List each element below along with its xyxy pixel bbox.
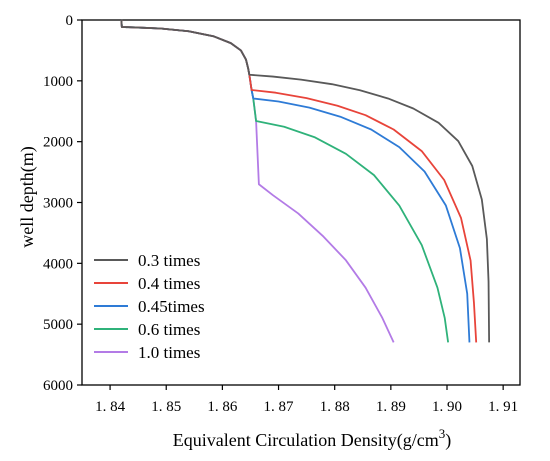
- series-line: [120, 19, 478, 343]
- x-axis-title: Equivalent Circulation Density(g/cm3): [173, 426, 451, 451]
- x-tick-label: 1. 89: [376, 399, 406, 415]
- y-tick-label: 3000: [43, 196, 73, 212]
- x-tick-label: 1. 85: [151, 399, 181, 415]
- y-tick-label: 6000: [43, 378, 73, 394]
- x-axis-ticks: 1. 84 1. 85 1. 86 1. 87 1. 88 1. 89 1. 90 1. 91: [95, 385, 518, 415]
- series-layer: [120, 19, 491, 343]
- x-tick-label: 1. 88: [320, 399, 350, 415]
- y-tick-label: 5000: [43, 317, 73, 333]
- y-axis-title: well depth(m): [17, 146, 38, 247]
- x-axis-title-sup: 3: [439, 426, 446, 441]
- x-tick-label: 1. 87: [264, 399, 295, 415]
- legend-label: 0.6 times: [138, 320, 200, 339]
- x-axis-title-close: ): [445, 430, 451, 451]
- legend-label: 0.45times: [138, 297, 205, 316]
- legend-label: 0.3 times: [138, 251, 200, 270]
- series-line: [120, 19, 395, 343]
- legend-label: 1.0 times: [138, 343, 200, 362]
- y-axis-ticks: 0 1000 2000 3000 4000 5000 6000: [43, 13, 82, 394]
- series-line: [120, 19, 491, 343]
- x-tick-label: 1. 90: [432, 399, 462, 415]
- y-tick-label: 2000: [43, 135, 73, 151]
- x-tick-label: 1. 86: [207, 399, 238, 415]
- series-line: [120, 19, 471, 343]
- legend-label: 0.4 times: [138, 274, 200, 293]
- x-tick-label: 1. 91: [488, 399, 518, 415]
- y-tick-label: 0: [66, 13, 74, 29]
- x-axis-title-main: Equivalent Circulation Density(g/cm: [173, 430, 439, 451]
- x-tick-label: 1. 84: [95, 399, 126, 415]
- y-tick-label: 4000: [43, 256, 73, 272]
- y-tick-label: 1000: [43, 74, 73, 90]
- series-line: [120, 19, 450, 343]
- legend: 0.3 times 0.4 times 0.45times 0.6 times 1.0 …: [94, 251, 205, 362]
